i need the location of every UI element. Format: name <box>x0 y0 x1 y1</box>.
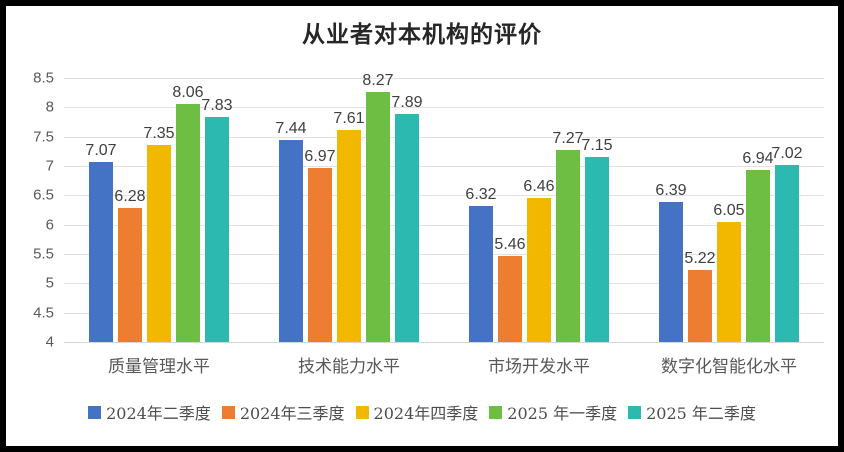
bar-group: 7.44 6.97 7.61 8.27 7.89 <box>254 72 444 342</box>
bar: 7.02 <box>771 145 803 342</box>
legend: 2024年二季度 2024年三季度 2024年四季度 2025 年一季度 2025 年二… <box>6 400 838 424</box>
y-tick-label: 8 <box>45 98 54 116</box>
bar: 6.39 <box>655 182 687 342</box>
bar-value-label: 6.97 <box>304 147 336 165</box>
chart-canvas: 从业者对本机构的评价 8.5 8 7.5 7 6.5 6 5.5 5 4.5 4 7.07 6.28… <box>6 6 838 446</box>
gridline: 5.5 <box>33 246 824 263</box>
legend-swatch <box>221 405 235 419</box>
bar-value-label: 6.39 <box>655 181 687 199</box>
bar-value-label: 7.35 <box>143 125 175 143</box>
legend-swatch <box>489 405 503 419</box>
bar-value-label: 7.61 <box>333 110 365 128</box>
category-label: 数字化智能化水平 <box>661 357 797 377</box>
bar: 5.22 <box>684 250 716 342</box>
bar: 5.46 <box>494 236 526 342</box>
legend-label: 2024年三季度 <box>239 404 345 423</box>
y-tick-label: 4 <box>45 333 54 351</box>
x-axis-line: 4 <box>46 334 824 351</box>
bar-group: 7.07 6.28 7.35 8.06 7.83 <box>64 78 254 342</box>
y-tick-label: 7.5 <box>33 128 54 146</box>
x-axis-labels: 质量管理水平 技术能力水平 市场开发水平 数字化智能化水平 <box>64 352 824 377</box>
bar-value-label: 7.27 <box>552 130 584 148</box>
legend-item: 2024年三季度 <box>221 400 345 424</box>
y-tick-label: 5.5 <box>33 245 54 263</box>
bar: 7.27 <box>552 130 584 342</box>
bar-value-label: 8.06 <box>172 83 204 101</box>
gridline: 8 <box>46 99 824 116</box>
bar: 7.44 <box>275 120 307 342</box>
y-tick-label: 6.5 <box>33 186 54 204</box>
y-tick-label: 5 <box>45 274 54 292</box>
bar-value-label: 5.46 <box>494 236 526 254</box>
bar-layer: 7.07 6.28 7.35 8.06 7.83 7.44 6.97 7.61 8.27 7.89… <box>64 72 824 342</box>
category-label: 质量管理水平 <box>108 357 210 377</box>
bar: 6.46 <box>523 178 555 342</box>
legend-item: 2025 年二季度 <box>628 400 756 424</box>
y-tick-label: 4.5 <box>33 304 54 322</box>
bar: 7.07 <box>85 142 117 342</box>
bar: 6.97 <box>304 148 336 342</box>
gridline: 5 <box>46 275 824 292</box>
legend-item: 2024年二季度 <box>88 400 211 424</box>
bar-value-label: 6.94 <box>742 149 774 167</box>
bar-value-label: 7.02 <box>771 144 803 162</box>
bar: 6.94 <box>742 150 774 342</box>
category-label: 市场开发水平 <box>488 357 590 377</box>
bar: 8.06 <box>172 84 204 342</box>
y-tick-label: 8.5 <box>33 69 54 87</box>
legend-swatch <box>88 405 102 419</box>
bar-value-label: 7.15 <box>581 137 613 155</box>
gridline: 6.5 <box>33 187 824 204</box>
bar-value-label: 5.22 <box>684 250 716 268</box>
legend-swatch <box>355 405 369 419</box>
legend-label: 2024年二季度 <box>106 404 211 423</box>
bar: 6.28 <box>114 188 146 342</box>
category-label: 技术能力水平 <box>298 357 400 377</box>
bar-value-label: 6.46 <box>523 177 555 195</box>
bar: 7.83 <box>201 97 233 342</box>
bar-value-label: 7.83 <box>201 97 233 115</box>
bar-group: 6.39 5.22 6.05 6.94 7.02 <box>634 78 824 342</box>
legend-label: 2024年四季度 <box>373 404 479 423</box>
y-tick-label: 6 <box>45 216 54 234</box>
bar: 7.89 <box>391 94 423 342</box>
legend-label: 2025 年二季度 <box>646 404 756 423</box>
bar: 7.35 <box>143 125 175 342</box>
bar-value-label: 6.05 <box>713 201 745 219</box>
gridline: 6 <box>46 216 824 233</box>
gridline: 7 <box>46 158 824 175</box>
bar-value-label: 7.07 <box>85 141 117 159</box>
legend-item: 2025 年一季度 <box>489 400 617 424</box>
bar-group: 6.32 5.46 6.46 7.27 7.15 <box>444 78 634 342</box>
legend-label: 2025 年一季度 <box>507 404 618 423</box>
legend-swatch <box>628 405 642 419</box>
legend-item: 2024年四季度 <box>355 400 479 424</box>
bar-value-label: 6.32 <box>465 185 497 203</box>
gridline: 8.5 <box>33 70 824 87</box>
bar-value-label: 7.44 <box>275 120 307 138</box>
bar: 6.32 <box>465 186 497 342</box>
plot-area: 8.5 8 7.5 7 6.5 6 5.5 5 4.5 4 7.07 6.28 7.35 8.06 7.8… <box>33 70 824 351</box>
gridline: 4.5 <box>33 304 824 321</box>
bar: 7.61 <box>333 110 365 342</box>
bar: 7.15 <box>581 137 613 342</box>
bar-value-label: 7.89 <box>391 93 423 111</box>
y-tick-label: 7 <box>45 157 54 175</box>
bar-value-label: 8.27 <box>362 71 394 89</box>
bar: 6.05 <box>713 202 745 342</box>
gridline: 7.5 <box>33 128 824 145</box>
chart-title: 从业者对本机构的评价 <box>302 21 542 48</box>
bar-value-label: 6.28 <box>114 188 146 206</box>
bar: 8.27 <box>362 72 394 342</box>
